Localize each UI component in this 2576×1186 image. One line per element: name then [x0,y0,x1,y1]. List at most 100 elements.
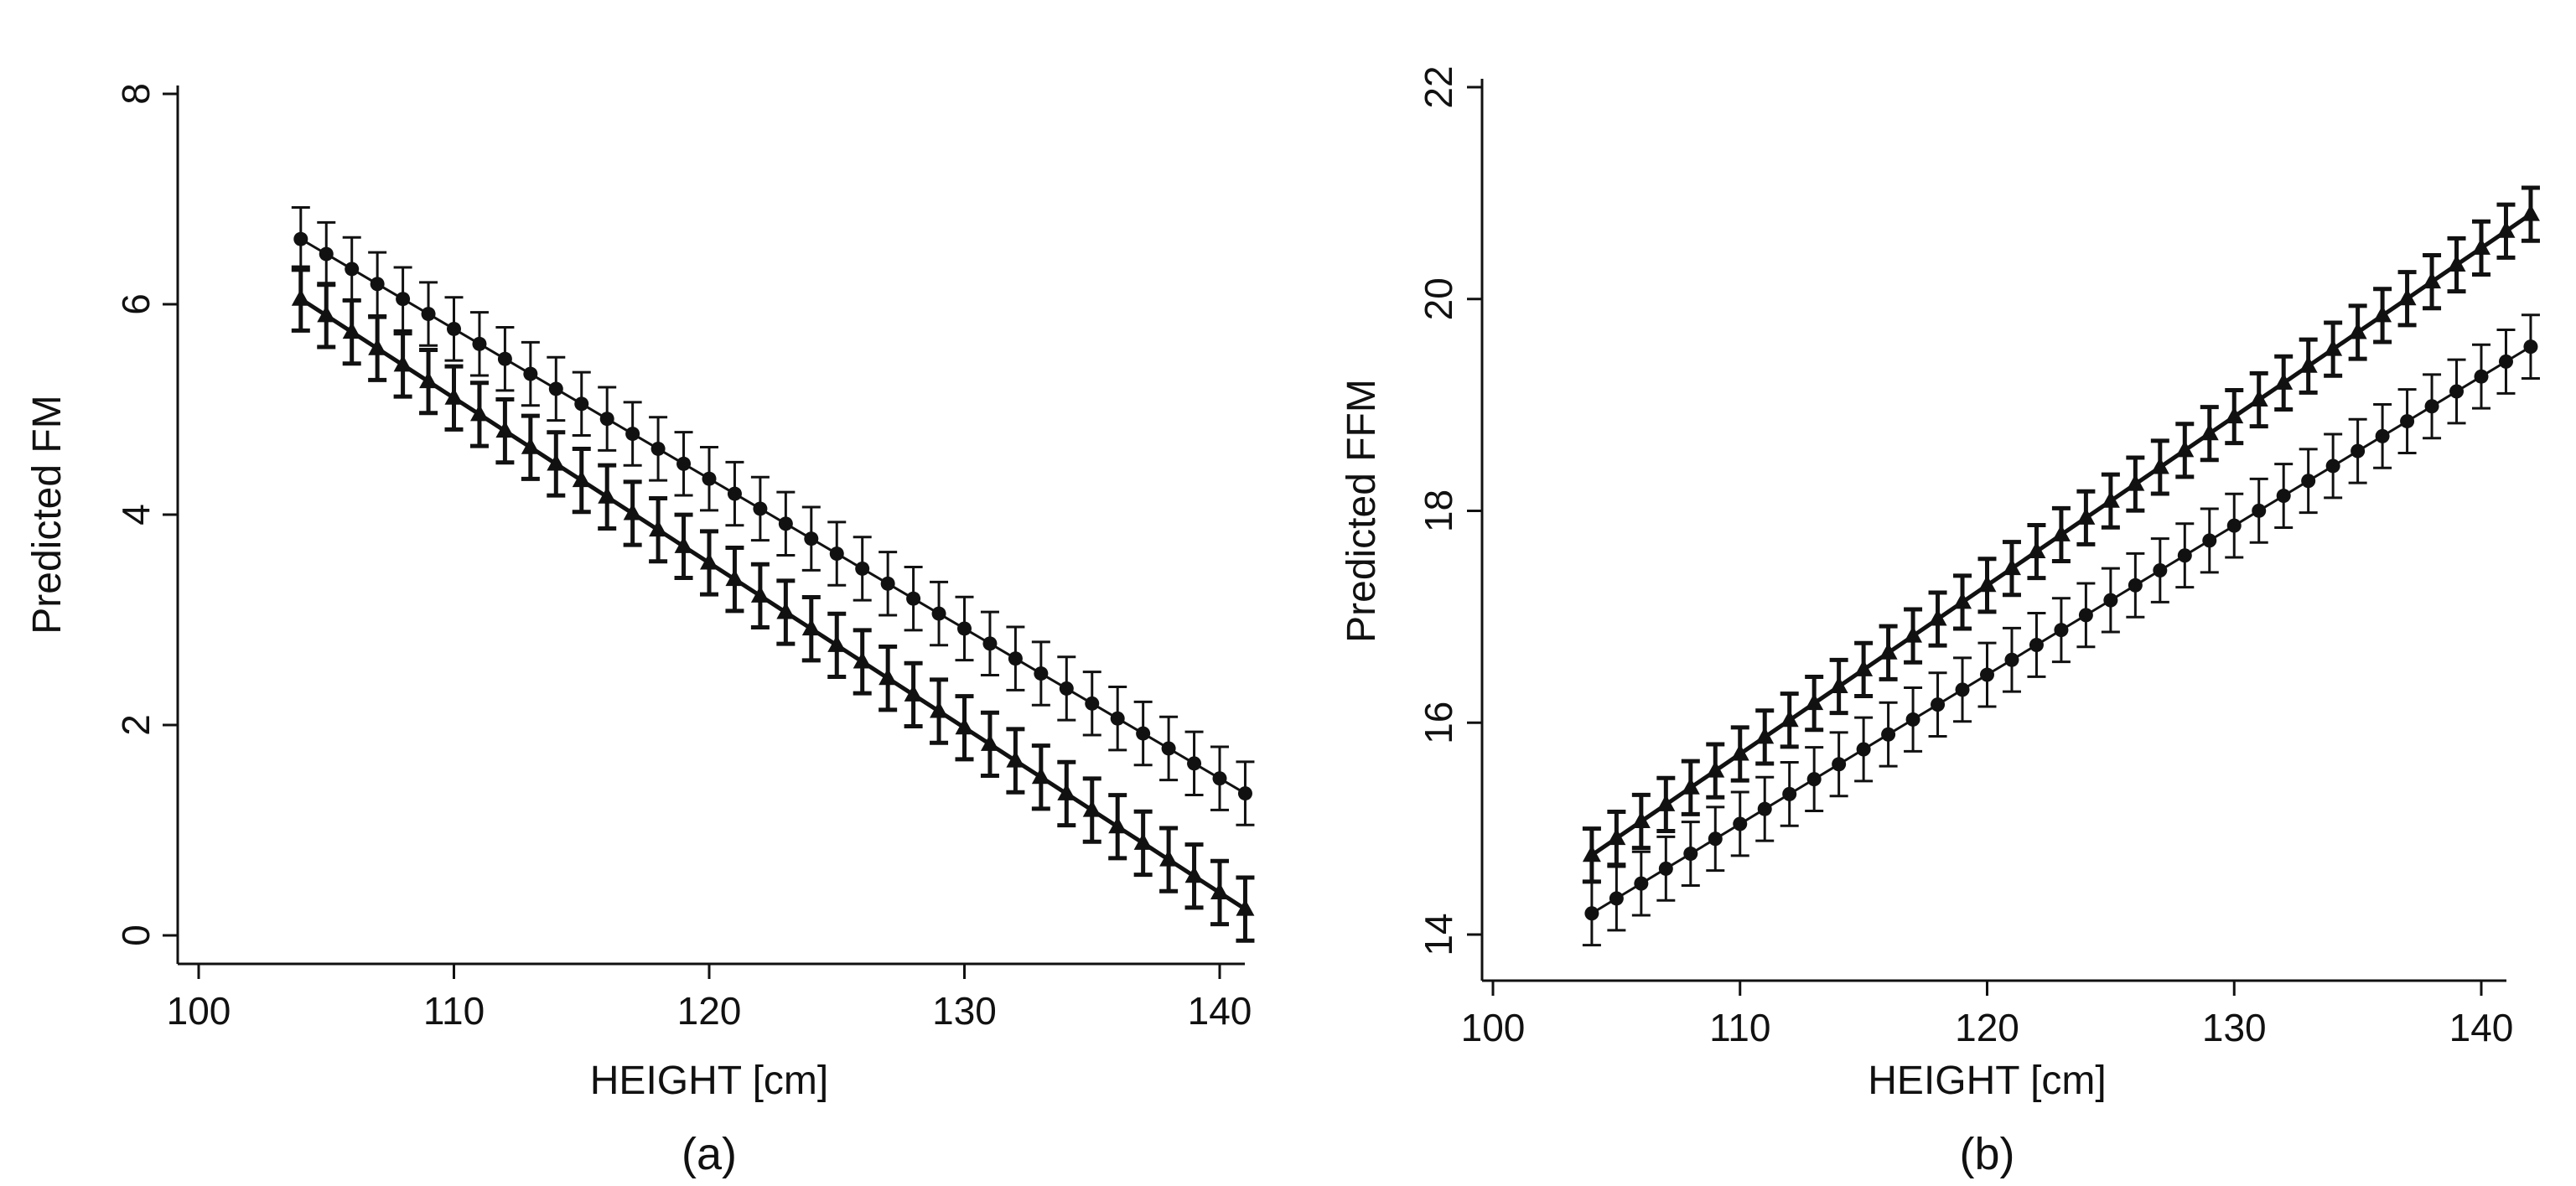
panel-a-triangle-marker [930,701,949,718]
panel-a-x-tick-label: 140 [1188,989,1252,1033]
panel-a-circle-series [291,206,1255,826]
panel-a-circle-marker [523,366,538,381]
panel-a-circle-marker [625,427,640,442]
panel-b-triangle-marker [2101,490,2120,508]
panel-a-x-tick-label: 120 [677,989,742,1033]
panel-a-circle-marker [829,546,844,562]
panel-b-circle-marker [2498,354,2513,369]
panel-a-series [291,206,1255,943]
panel-b-triangle-marker [2051,524,2071,541]
panel-a-triangle-marker [649,520,668,537]
panel-b-circle-marker [2424,399,2439,414]
panel-b-circle-marker [1733,816,1748,831]
panel-b-triangle-marker [1656,794,1676,811]
panel-b-triangle-marker [1681,777,1700,795]
panel-a-triangle-marker [776,602,796,619]
panel-b-circle-marker [1658,861,1673,876]
panel-a-circle-marker [421,307,436,322]
panel-b-y-ticks: 14 16 18 20 22 [1417,65,1482,956]
panel-b-circle-marker [2103,593,2118,608]
panel-b-circle-marker [1609,891,1624,906]
panel-b-circle-marker [1708,831,1723,847]
panel-b-circle-marker [1856,742,1871,757]
panel-b-circle-marker [2004,652,2019,667]
panel-b-triangle-marker [1977,575,1997,593]
panel-a-circle-marker [906,591,921,606]
panel-a-triangle-marker [904,684,923,702]
panel-a-circle-marker [497,351,512,366]
panel-b-circle-marker [2301,474,2316,489]
panel-b-triangle-marker [2423,272,2442,289]
panel-a-circle-marker [1034,666,1049,681]
panel-b-y-tick-label: 18 [1417,489,1460,532]
panel-a-circle-marker [804,531,819,546]
panel-b-triangle-marker [2397,288,2417,306]
panel-b-x-tick-label: 110 [1709,1006,1770,1049]
panel-b-chart: 14 16 18 20 22 100 110 120 130 140 Predicted FFM… [1340,65,2540,1179]
panel-b-y-tick-label: 20 [1417,277,1460,320]
panel-a-triangle-marker [1133,832,1153,850]
panel-b-x-tick-label: 130 [2202,1006,2267,1049]
panel-b-triangle-marker [2373,305,2392,323]
panel-a-triangle-marker [623,503,642,520]
panel-b-triangle-marker [1953,592,1972,609]
panel-a-circle-marker [319,246,334,262]
panel-b-circle-marker [2400,414,2415,429]
panel-a-triangle-marker [1082,800,1101,817]
panel-b-triangle-marker [1928,609,1947,626]
panel-a-x-axis-title: HEIGHT [cm] [590,1059,828,1103]
panel-a-circle-marker [345,262,360,277]
panel-a-triangle-marker [1006,750,1025,768]
panel-a-x-tick-label: 100 [167,989,231,1033]
panel-a-x-tick-label: 130 [932,989,997,1033]
panel-b-circle-marker [1832,757,1847,772]
panel-b-circle-marker [1881,727,1896,742]
panel-b-triangle-marker [2225,407,2244,424]
panel-a-y-ticks: 0 2 4 6 8 [114,83,178,946]
panel-b-circle-marker [2276,489,2291,504]
panel-a-circle-marker [1136,726,1151,741]
panel-a-triangle-marker [291,288,310,306]
panel-b-triangle-marker [2175,440,2195,458]
panel-a-triangle-marker [1210,882,1229,899]
panel-b-triangle-marker [2249,389,2268,407]
panel-a-circle-marker [548,381,563,396]
panel-a-circle-marker [1008,651,1023,666]
panel-a-circle-marker [855,561,870,576]
panel-b-triangle-marker [2496,220,2516,238]
panel-a-triangle-marker [572,470,591,488]
panel-a-triangle-marker [1031,767,1050,785]
panel-a-triangle-marker [700,552,718,570]
panel-a-circle-marker [1187,756,1202,771]
panel-b-circle-series [1582,313,2540,947]
panel-a-circle-marker [1237,786,1252,801]
panel-a-circle-marker [982,636,998,651]
panel-b-circle-marker [2325,458,2340,474]
panel-b-triangle-marker [1829,676,1848,694]
panel-b-circle-marker [1806,772,1822,787]
panel-b-triangle-marker [1706,760,1725,778]
panel-a-label: (a) [682,1129,737,1179]
panel-b-circle-marker [1757,801,1772,816]
panel-a-circle-marker [931,606,946,621]
panel-a-triangle-marker [495,421,515,438]
panel-a-chart: 0 2 4 6 8 100 110 120 130 140 Predicted FM HEIGH… [25,83,1255,1179]
panel-b-circle-marker [1905,712,1920,727]
panel-b-circle-marker [1584,906,1599,921]
panel-b-triangle-marker [2472,237,2490,255]
panel-a-circle-marker [880,576,895,591]
panel-a-y-tick-label: 0 [114,924,158,946]
panel-b-x-axis-title: HEIGHT [cm] [1868,1059,2106,1103]
panel-a-triangle-marker [674,536,693,553]
panel-b-circle-marker [2523,339,2538,355]
panel-a-circle-marker [599,412,614,427]
panel-a-triangle-marker [317,305,336,323]
panel-a-triangle-marker [444,387,464,405]
panel-b-circle-marker [2029,637,2044,652]
panel-a-circle-marker [702,471,717,486]
panel-b-triangle-marker [2150,457,2169,474]
panel-a-triangle-marker [1236,899,1255,916]
panel-b-triangle-marker [2200,423,2219,441]
panel-a-triangle-marker [598,486,617,504]
